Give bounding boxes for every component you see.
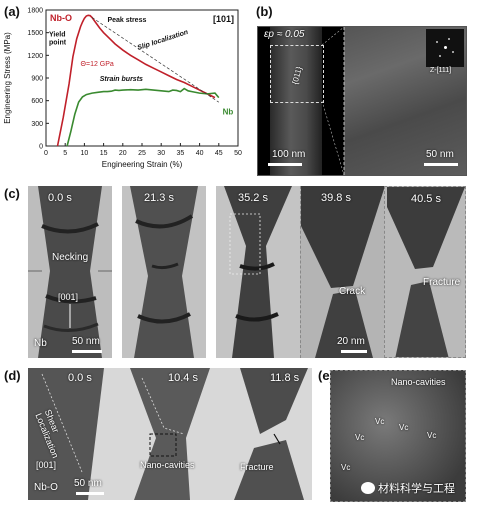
frame-d-3: 11.8 s Fracture [220,368,312,500]
x-tick-label: 20 [119,150,127,157]
panel-d-label: (d) [4,368,21,383]
x-tick-label: 50 [234,150,242,157]
y-axis-label: Engineering Stress (MPa) [3,32,12,124]
x-tick-label: 15 [100,150,108,157]
vacancy-1: Vc [375,417,385,426]
y-tick-label: 1500 [27,30,43,37]
x-tick-label: 10 [81,150,89,157]
necking-label: Necking [52,252,89,263]
x-tick-label: 30 [157,150,165,157]
scale-label-100nm: 100 nm [272,149,306,160]
scale-label-c-20: 20 nm [337,336,365,347]
frame-d-1: 0.0 s Shear Localization [001] Nb-O 50 n… [28,368,120,500]
panel-a-label: (a) [4,4,20,19]
x-tick-label: 40 [196,150,204,157]
diffraction-inset [426,29,464,67]
scale-bar-100nm [268,163,302,166]
x-axis-label: Engineering Strain (%) [102,160,183,169]
time-c-2: 21.3 s [144,192,174,204]
time-d-2: 10.4 s [168,372,198,384]
y-tick-label: 600 [31,98,43,105]
time-c-4: 39.8 s [321,192,351,204]
theta-label: Θ=12 GPa [81,61,114,68]
frame-c-1: 0.0 s Necking [001] Nb 50 nm [28,186,112,358]
orientation-label: [101] [213,14,234,24]
yield-label-2: point [49,39,67,46]
trend-line [91,17,219,103]
scale-bar-50nm-b [424,163,458,166]
scale-label-c-50: 50 nm [72,336,100,347]
panel-c-label: (c) [4,186,20,201]
vacancy-2: Vc [399,423,409,432]
fracture-label-d: Fracture [240,462,274,472]
strain-bursts-label: Strain bursts [100,76,143,83]
frame-c-5: 40.5 s Fracture [384,186,466,358]
material-c: Nb [34,338,47,349]
y-tick-label: 1200 [27,53,43,60]
x-tick-label: 0 [44,150,48,157]
vacancy-4: Vc [355,433,365,442]
time-c-1: 0.0 s [48,192,72,204]
x-tick-label: 25 [138,150,146,157]
panel-b-label: (b) [256,4,273,19]
diffraction-label: Z-[111] [430,67,452,74]
vacancy-5: Vc [341,463,351,472]
pillar-left [270,27,322,175]
nano-cavities-d: Nano-cavities [140,460,195,470]
scale-bar-c-20 [341,350,367,353]
wechat-icon [361,482,375,494]
dashed-region [270,45,324,103]
panel-c-strip: 0.0 s Necking [001] Nb 50 nm 21.3 s 35.2… [28,186,466,358]
frame-c-3: 35.2 s [216,186,300,358]
time-c-3: 35.2 s [238,192,268,204]
scale-bar-c-50 [72,350,102,353]
material-d: Nb-O [34,482,58,493]
y-tick-label: 0 [39,144,43,151]
y-tick-label: 300 [31,121,43,128]
x-tick-label: 35 [177,150,185,157]
zoom-lines [321,27,345,175]
vacancy-3: Vc [427,431,437,440]
nano-cavities-e: Nano-cavities [391,377,446,387]
direction-c: [001] [58,292,79,302]
material-label: Nb-O [50,13,72,23]
peak-stress-label: Peak stress [107,17,146,24]
panel-e-label: (e) [318,368,334,383]
time-d-1: 0.0 s [68,372,92,384]
crack-label: Crack [339,286,366,297]
nb-label: Nb [223,107,234,116]
frame-d-2: 10.4 s Nano-cavities [124,368,216,500]
x-tick-label: 45 [215,150,223,157]
watermark: 材料科学与工程 [361,479,455,497]
frame-c-2: 21.3 s [122,186,206,358]
y-tick-label: 1800 [27,8,43,15]
panel-e-image: Nano-cavities Vc Vc Vc Vc Vc 材料科学与工程 [330,370,466,502]
series-line-nb-o [56,14,216,147]
slip-localization-label: Slip localization [137,29,189,52]
y-tick-label: 900 [31,76,43,83]
time-c-5: 40.5 s [411,193,441,205]
strain-label: εp ≈ 0.05 [264,29,305,40]
scale-bar-d [76,492,104,495]
stress-strain-chart: 0 5 10 15 20 25 30 35 40 45 50 0 300 600 900 1200 1500 18… [3,8,242,170]
direction-d: [001] [36,460,57,470]
scale-label-d: 50 nm [74,478,102,489]
frame-c-4: 39.8 s Crack 20 nm [300,186,385,358]
series-line-nb [66,87,220,147]
yield-label-1: Yield [49,31,65,38]
watermark-text: 材料科学与工程 [378,482,455,495]
x-tick-label: 5 [63,150,67,157]
time-d-3: 11.8 s [270,372,300,384]
fracture-label-c: Fracture [423,277,461,288]
scale-label-50nm-b: 50 nm [426,149,454,160]
panel-b-image: εp ≈ 0.05 {011} 100 nm Z-[111] 50 nm [257,26,467,176]
panel-d-strip: 0.0 s Shear Localization [001] Nb-O 50 n… [28,368,312,500]
